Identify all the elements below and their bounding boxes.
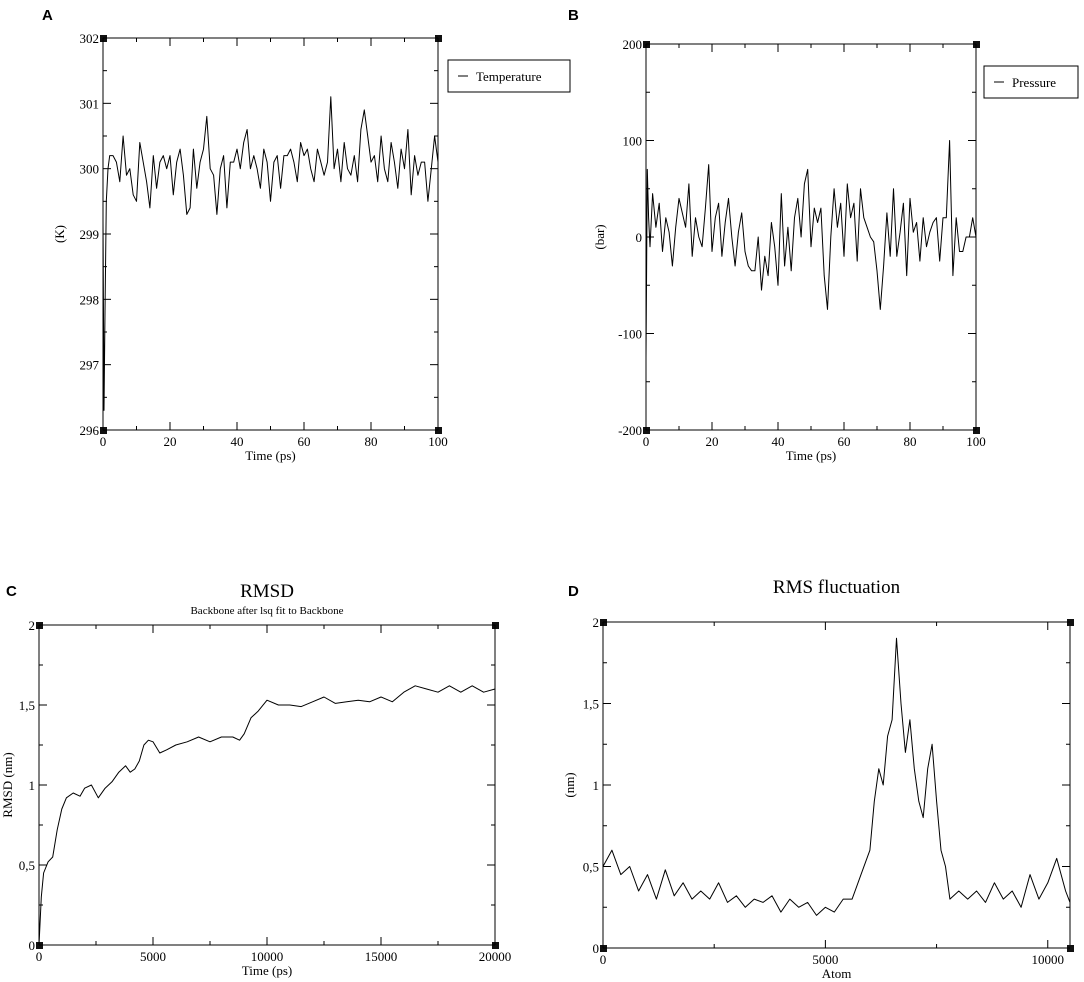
legend-entry: Pressure [1012,75,1056,90]
corner-handle [492,942,499,949]
y-axis-label: (nm) [562,772,577,797]
y-tick-label: 0 [636,230,643,245]
y-tick-label: 300 [80,162,100,177]
series-line-0 [602,637,1071,916]
chart-subtitle: Backbone after lsq fit to Backbone [190,605,343,617]
y-tick-label: -200 [618,423,642,438]
corner-handle [435,427,442,434]
y-tick-label: 1 [593,778,600,793]
corner-handle [973,427,980,434]
x-tick-label: 40 [772,434,785,449]
y-axis-label: RMSD (nm) [0,752,15,817]
chart-panel-d: D RMS fluctuation 0 5000 10000 0 0,5 1 1,5 2 Atom (… [562,577,1074,981]
y-tick-label: -100 [618,327,642,342]
y-tick-label: 200 [623,37,643,52]
x-tick-label: 100 [966,434,986,449]
legend: Pressure [983,65,1079,99]
corner-handle [1067,945,1074,952]
chart-title: RMSD [240,581,294,602]
chart-title: RMS fluctuation [773,577,901,598]
x-tick-label: 40 [231,434,244,449]
y-axis-label: (K) [52,225,67,243]
chart-panel-c: C RMSD Backbone after lsq fit to Backbone 0… [0,581,511,978]
x-tick-label: 0 [100,434,107,449]
plot-frame [602,621,1071,949]
y-tick-label: 0,5 [583,860,599,875]
x-tick-label: 20000 [479,949,512,964]
panel-letter: D [568,583,579,600]
x-tick-label: 10000 [1032,952,1065,967]
corner-handle [1067,619,1074,626]
x-tick-label: 15000 [365,949,398,964]
x-tick-label: 60 [838,434,851,449]
y-tick-label: 299 [80,227,100,242]
x-tick-label: 10000 [251,949,284,964]
y-tick-label: 297 [80,358,100,373]
x-axis-label: Time (ps) [786,448,836,463]
y-tick-label: 1,5 [19,698,35,713]
x-tick-label: 100 [428,434,448,449]
x-axis-label: Time (ps) [242,963,292,978]
y-tick-label: 296 [80,423,100,438]
plot-frame [38,624,496,946]
y-tick-label: 0,5 [19,858,35,873]
x-tick-label: 0 [36,949,43,964]
y-tick-label: 100 [623,134,643,149]
y-axis-label: (bar) [592,224,607,249]
y-tick-label: 302 [80,31,100,46]
panel-letter: A [42,7,53,24]
y-tick-label: 301 [80,96,100,111]
y-tick-label: 1 [29,778,36,793]
y-tick-label: 1,5 [583,697,599,712]
series-line-0 [102,96,439,411]
x-axis-label: Time (ps) [245,448,295,463]
series-line-0 [645,140,977,358]
chart-panel-b: B 0 20 40 60 80 100 -200 -100 0 100 200 Time (ps) (ba… [568,7,1079,463]
y-tick-label: 2 [29,618,36,633]
x-tick-label: 20 [164,434,177,449]
x-axis-label: Atom [822,966,852,981]
x-tick-label: 5000 [140,949,166,964]
panel-letter: C [6,583,17,600]
x-tick-label: 80 [904,434,917,449]
y-tick-label: 298 [80,292,100,307]
x-tick-label: 60 [298,434,311,449]
legend-box [447,59,571,93]
plot-frame [102,37,439,431]
x-tick-label: 80 [365,434,378,449]
panel-letter: B [568,7,579,24]
y-tick-label: 2 [593,615,600,630]
x-tick-label: 0 [600,952,607,967]
x-tick-label: 0 [643,434,650,449]
x-tick-label: 20 [706,434,719,449]
series-line-0 [38,685,496,946]
legend-entry: Temperature [476,69,542,84]
legend: Temperature [447,59,571,93]
x-tick-label: 5000 [812,952,838,967]
chart-panel-a: A 0 20 40 60 80 100 296 297 298 299 300 301 302 Time (… [42,7,571,463]
y-tick-label: 0 [29,938,36,953]
y-tick-label: 0 [593,941,600,956]
